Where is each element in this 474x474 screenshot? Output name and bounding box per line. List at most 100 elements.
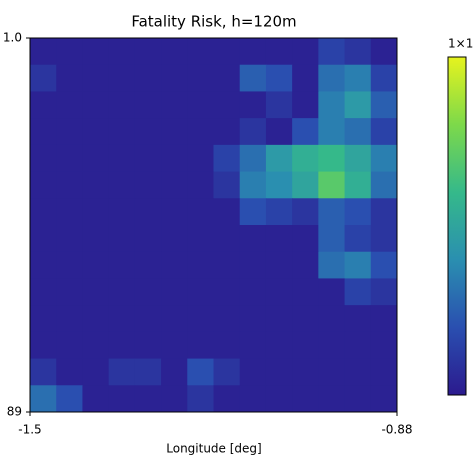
heat-cell <box>213 385 241 413</box>
heat-cell <box>134 64 162 92</box>
heat-cell <box>82 38 110 66</box>
heat-cell <box>370 38 398 66</box>
heat-cell <box>82 358 110 386</box>
heat-cell <box>134 358 162 386</box>
heat-cell <box>370 225 398 253</box>
heat-cell <box>108 278 136 306</box>
heat-cell <box>134 278 162 306</box>
heat-cell <box>30 64 57 92</box>
heat-cell <box>187 144 214 173</box>
heat-cell <box>56 385 83 413</box>
heat-cell <box>370 278 398 306</box>
heat-cell <box>187 305 214 333</box>
heat-cell <box>239 385 267 413</box>
heat-cell <box>134 91 162 119</box>
heat-cell <box>161 91 188 119</box>
heat-cell <box>370 358 398 386</box>
heat-cell <box>292 251 319 279</box>
heat-cell <box>108 64 136 92</box>
heat-cell <box>213 225 241 253</box>
heat-cell <box>56 251 83 279</box>
heat-cell <box>213 278 241 306</box>
heat-cell <box>292 38 319 66</box>
heat-cell <box>239 278 267 306</box>
heat-cell <box>56 118 83 146</box>
heat-cell <box>265 38 293 66</box>
heat-cell <box>292 278 319 306</box>
heat-cell <box>56 64 83 92</box>
heat-cell <box>30 331 57 360</box>
heat-cell <box>318 331 346 360</box>
heat-cell <box>161 331 188 360</box>
heat-cell <box>213 118 241 146</box>
heat-cell <box>108 358 136 386</box>
heat-cell <box>82 331 110 360</box>
heat-cell <box>134 385 162 413</box>
heat-cell <box>30 305 57 333</box>
heat-cell <box>187 198 214 226</box>
heat-cell <box>344 331 372 360</box>
heat-cell <box>187 358 214 386</box>
heat-cell <box>30 358 57 386</box>
heat-cell <box>187 64 214 92</box>
heat-cell <box>108 91 136 119</box>
heat-cell <box>187 385 214 413</box>
heat-cell <box>265 91 293 119</box>
heat-cell <box>292 64 319 92</box>
heat-cell <box>187 225 214 253</box>
heat-cell <box>56 144 83 173</box>
heat-cell <box>344 251 372 279</box>
heat-cell <box>370 91 398 119</box>
heat-cell <box>370 64 398 92</box>
heat-cell <box>344 358 372 386</box>
heat-cell <box>56 38 83 66</box>
heat-cell <box>56 91 83 119</box>
heat-cell <box>161 144 188 173</box>
heat-cell <box>213 64 241 92</box>
heat-cell <box>318 64 346 92</box>
x-tick-label: -0.88 <box>381 423 412 437</box>
heat-cell <box>265 64 293 92</box>
heat-cell <box>187 251 214 279</box>
heat-cell <box>56 278 83 306</box>
heat-cell <box>318 38 346 66</box>
heat-cell <box>239 118 267 146</box>
heat-cell <box>265 225 293 253</box>
heat-cell <box>265 118 293 146</box>
heat-cell <box>30 385 57 413</box>
heat-cell <box>161 385 188 413</box>
heat-cell <box>318 305 346 333</box>
heat-cell <box>344 91 372 119</box>
heat-cell <box>344 38 372 66</box>
heat-cell <box>82 278 110 306</box>
heat-cell <box>187 171 214 199</box>
heat-cell <box>292 385 319 413</box>
heat-cell <box>30 91 57 119</box>
heat-cell <box>213 91 241 119</box>
heat-cell <box>318 225 346 253</box>
y-tick-label: 89 <box>7 405 22 419</box>
heat-cell <box>318 278 346 306</box>
heat-cell <box>187 278 214 306</box>
chart-title: Fatality Risk, h=120m <box>131 13 296 31</box>
heat-cell <box>30 171 57 199</box>
heat-cell <box>213 251 241 279</box>
heat-cell <box>370 144 398 173</box>
heat-cell <box>292 225 319 253</box>
heat-cell <box>370 305 398 333</box>
heat-cell <box>108 198 136 226</box>
heat-cell <box>318 251 346 279</box>
heat-cell <box>82 118 110 146</box>
heat-cell <box>134 171 162 199</box>
heat-cell <box>108 225 136 253</box>
heat-cell <box>318 171 346 199</box>
heat-cell <box>213 198 241 226</box>
heat-cell <box>30 118 57 146</box>
heat-cell <box>239 331 267 360</box>
x-axis-label: Longitude [deg] <box>166 442 261 456</box>
heat-cell <box>370 251 398 279</box>
heat-cell <box>108 144 136 173</box>
x-tick-label: -1.5 <box>18 423 41 437</box>
heat-cell <box>265 305 293 333</box>
